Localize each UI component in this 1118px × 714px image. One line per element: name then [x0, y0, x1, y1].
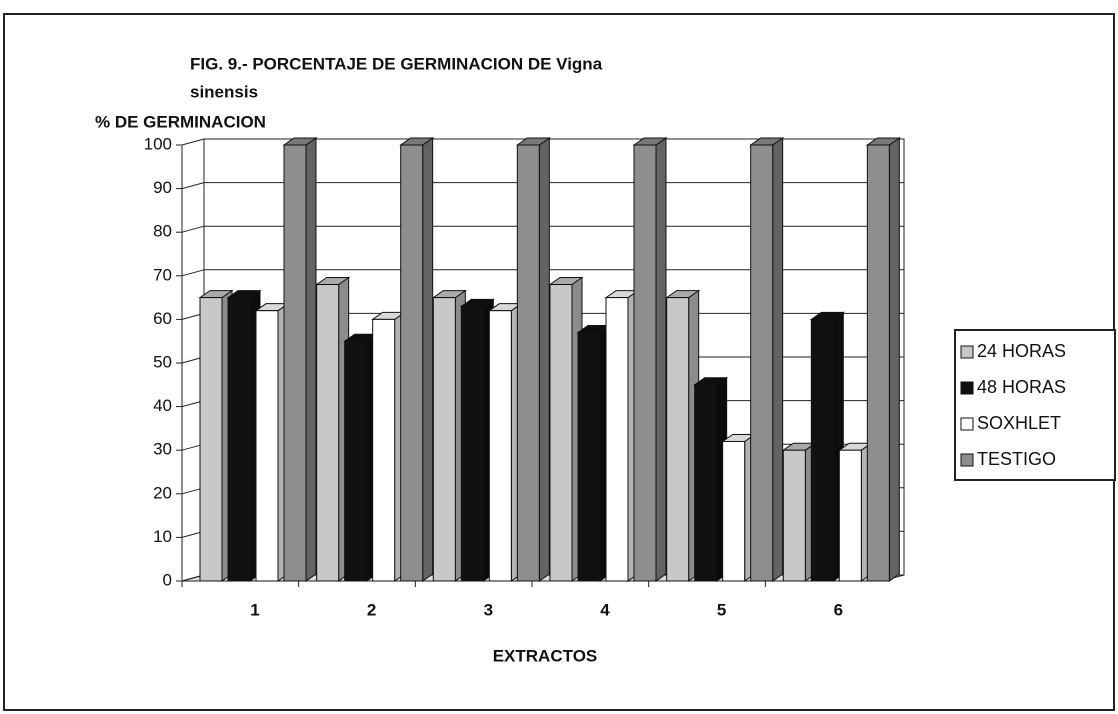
bar [721, 433, 757, 582]
y-tick-label: 50 [153, 352, 172, 371]
bar-front [488, 310, 512, 582]
legend-label: SOXHLET [977, 413, 1061, 433]
legend-label: 48 HORAS [977, 377, 1066, 397]
legend-box [954, 329, 1116, 481]
bar [487, 302, 523, 582]
bar [315, 276, 351, 582]
bar-front [577, 331, 601, 582]
bar-front [694, 384, 718, 582]
x-tick-label: 1 [250, 600, 259, 619]
bar-front [227, 297, 251, 582]
bar [282, 137, 318, 582]
y-tick-label: 20 [153, 483, 172, 502]
bar-front [633, 144, 657, 582]
legend-swatch [960, 345, 974, 359]
x-tick-label: 3 [484, 600, 493, 619]
bar [604, 289, 640, 582]
grid-line [181, 269, 205, 277]
y-tick-label: 70 [153, 265, 172, 284]
bar [865, 137, 901, 582]
bar-front [344, 340, 368, 582]
bar [515, 137, 551, 582]
y-tick-label: 60 [153, 309, 172, 328]
bar-front [516, 144, 540, 582]
bar-front [750, 144, 774, 582]
bar-front [666, 297, 690, 582]
y-axis-label: % DE GERMINACION [95, 112, 266, 131]
bar [749, 137, 785, 582]
legend-label: TESTIGO [977, 449, 1056, 469]
bar-front [372, 318, 396, 582]
bar [343, 333, 379, 582]
x-axis-label: EXTRACTOS [493, 646, 598, 665]
bar-front [432, 297, 456, 582]
bar [459, 298, 495, 582]
y-tick-label: 100 [144, 134, 172, 153]
bar-side [538, 137, 550, 582]
bar-side [422, 137, 434, 582]
bar [809, 311, 845, 582]
x-tick-label: 5 [717, 600, 726, 619]
y-tick-label: 10 [153, 527, 172, 546]
grid-line [181, 138, 205, 146]
bar [431, 289, 467, 582]
bar-front [283, 144, 307, 582]
y-tick-label: 0 [163, 570, 172, 589]
bar [632, 137, 668, 582]
y-tick-label: 80 [153, 222, 172, 241]
bar-front [782, 449, 806, 582]
legend-label: 24 HORAS [977, 341, 1066, 361]
bar-front [400, 144, 424, 582]
bar [254, 302, 290, 582]
bar [781, 442, 817, 582]
y-tick-label: 40 [153, 396, 172, 415]
legend-swatch [960, 381, 974, 395]
bar-front [810, 318, 834, 582]
bar-front [316, 284, 340, 582]
bar-side [305, 137, 317, 582]
x-tick-label: 4 [600, 600, 610, 619]
y-tick-label: 30 [153, 440, 172, 459]
x-tick-label: 2 [367, 600, 376, 619]
bar [399, 137, 435, 582]
bar-front [605, 297, 629, 582]
bar [576, 324, 612, 582]
bar-side [888, 137, 900, 582]
grid-line [181, 225, 205, 233]
bar-side [772, 137, 784, 582]
legend-swatch [960, 417, 974, 431]
bar [226, 289, 262, 582]
y-tick-label: 90 [153, 178, 172, 197]
bar-front [255, 310, 279, 582]
chart-title: FIG. 9.- PORCENTAJE DE GERMINACION DE Vi… [190, 54, 603, 73]
bar-front [866, 144, 890, 582]
legend-swatch [960, 453, 974, 467]
chart-title: sinensis [190, 82, 258, 101]
bar-front [199, 297, 223, 582]
bar [693, 376, 729, 582]
bar [371, 311, 407, 582]
bar [548, 276, 584, 582]
x-tick-label: 6 [834, 600, 843, 619]
bar [837, 442, 873, 582]
bar [665, 289, 701, 582]
bar-front [722, 440, 746, 582]
bar-front [460, 305, 484, 582]
grid-line [181, 182, 205, 190]
bar-front [549, 284, 573, 582]
bar [198, 289, 234, 582]
bar-front [838, 449, 862, 582]
bar-side [655, 137, 667, 582]
